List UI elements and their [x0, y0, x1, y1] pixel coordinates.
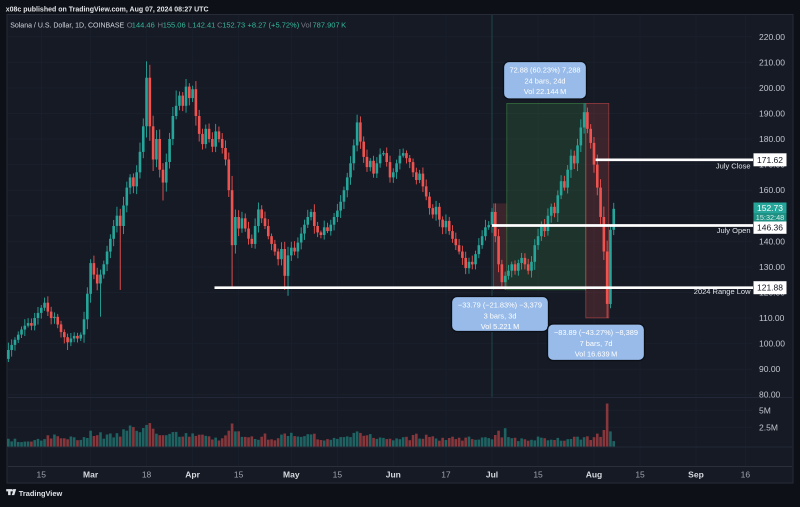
svg-text:Jul: Jul [486, 470, 498, 480]
svg-text:160.00: 160.00 [759, 185, 785, 195]
svg-text:Aug: Aug [586, 470, 603, 480]
svg-text:140.00: 140.00 [759, 236, 785, 246]
svg-text:x08c published on TradingView.: x08c published on TradingView.com, Aug 0… [6, 6, 209, 13]
svg-text:152.73: 152.73 [757, 203, 783, 213]
svg-text:+8.27 (+5.72%): +8.27 (+5.72%) [248, 20, 300, 29]
svg-text:Vol: Vol [301, 20, 312, 29]
svg-text:180.00: 180.00 [759, 134, 785, 144]
svg-text:TradingView: TradingView [19, 489, 63, 498]
svg-text:July Open: July Open [717, 226, 751, 235]
svg-text:O: O [127, 20, 133, 29]
svg-text:L: L [188, 20, 192, 29]
svg-text:144.46: 144.46 [132, 20, 155, 29]
svg-text:18: 18 [142, 470, 152, 480]
svg-text:15:32:48: 15:32:48 [756, 213, 784, 222]
svg-text:Mar: Mar [83, 470, 99, 480]
svg-text:155.06: 155.06 [163, 20, 186, 29]
svg-text:Vol 16.639 M: Vol 16.639 M [575, 350, 618, 359]
svg-text:90.00: 90.00 [759, 364, 781, 374]
svg-text:15: 15 [635, 470, 645, 480]
svg-text:210.00: 210.00 [759, 57, 785, 67]
svg-text:100.00: 100.00 [759, 339, 785, 349]
svg-text:Sep: Sep [688, 470, 704, 480]
svg-text:200.00: 200.00 [759, 83, 785, 93]
svg-text:72.88 (60.23%) 7,288: 72.88 (60.23%) 7,288 [509, 66, 580, 75]
svg-text:May: May [283, 470, 300, 480]
svg-text:2.5M: 2.5M [759, 422, 778, 432]
svg-text:17: 17 [441, 470, 451, 480]
svg-text:787.907 K: 787.907 K [313, 20, 347, 29]
svg-text:15: 15 [37, 470, 47, 480]
svg-text:15: 15 [333, 470, 343, 480]
svg-text:Vol 22.144 M: Vol 22.144 M [524, 87, 567, 96]
svg-text:130.00: 130.00 [759, 262, 785, 272]
svg-text:15: 15 [234, 470, 244, 480]
svg-text:190.00: 190.00 [759, 108, 785, 118]
svg-text:142.41: 142.41 [192, 20, 215, 29]
svg-text:Jun: Jun [386, 470, 401, 480]
svg-text:110.00: 110.00 [759, 313, 785, 323]
svg-text:220.00: 220.00 [759, 32, 785, 42]
svg-text:152.73: 152.73 [222, 20, 245, 29]
svg-text:80.00: 80.00 [759, 390, 781, 400]
svg-text:5M: 5M [759, 405, 771, 415]
svg-text:3 bars, 3d: 3 bars, 3d [484, 311, 517, 320]
svg-text:July Close: July Close [716, 161, 751, 170]
svg-text:171.62: 171.62 [757, 155, 783, 165]
svg-text:Apr: Apr [185, 470, 200, 480]
svg-text:Vol 5.221 M: Vol 5.221 M [481, 322, 519, 331]
svg-text:Solana / U.S. Dollar, 1D, COIN: Solana / U.S. Dollar, 1D, COINBASE [10, 22, 124, 29]
svg-text:16: 16 [741, 470, 751, 480]
svg-text:146.36: 146.36 [757, 222, 783, 232]
svg-text:−83.89 (−43.27%) −8,389: −83.89 (−43.27%) −8,389 [554, 328, 638, 337]
svg-text:24 bars, 24d: 24 bars, 24d [524, 76, 565, 85]
svg-text:H: H [158, 20, 163, 29]
svg-text:−33.79 (−21.83%) −3,379: −33.79 (−21.83%) −3,379 [458, 301, 542, 310]
svg-text:15: 15 [533, 470, 543, 480]
svg-text:121.88: 121.88 [757, 283, 783, 293]
svg-text:C: C [217, 20, 223, 29]
svg-text:2024 Range Low: 2024 Range Low [694, 287, 751, 296]
svg-text:7 bars, 7d: 7 bars, 7d [580, 339, 613, 348]
